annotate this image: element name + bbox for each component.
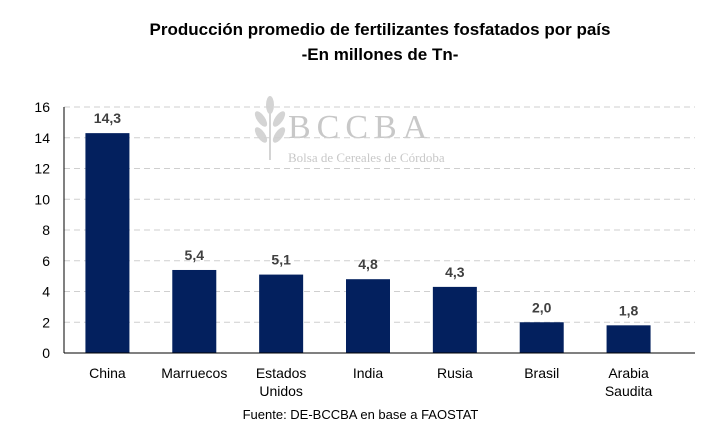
watermark-text: Bolsa de Cereales de Córdoba xyxy=(288,150,445,165)
watermark-logo: BCCBA xyxy=(288,109,434,146)
y-tick-label: 14 xyxy=(34,130,50,146)
data-label: 2,0 xyxy=(532,299,552,315)
bar xyxy=(85,133,130,353)
wheat-icon xyxy=(254,96,286,160)
data-label: 14,3 xyxy=(94,110,121,126)
x-tick-label: Unidos xyxy=(259,383,303,399)
x-tick-label: Marruecos xyxy=(161,365,227,381)
data-label: 5,1 xyxy=(271,252,291,268)
y-tick-label: 6 xyxy=(42,253,50,269)
bar xyxy=(259,274,304,353)
y-tick-label: 0 xyxy=(42,345,50,361)
x-tick-label: Saudita xyxy=(605,383,653,399)
data-label: 4,3 xyxy=(445,264,465,280)
x-tick-label: Estados xyxy=(256,365,307,381)
bar xyxy=(432,286,477,353)
y-tick-label: 2 xyxy=(42,314,50,330)
data-label: 5,4 xyxy=(185,247,205,263)
source-note: Fuente: DE-BCCBA en base a FAOSTAT xyxy=(242,407,479,422)
x-tick-label: India xyxy=(353,365,384,381)
x-tick-label: Arabia xyxy=(608,365,649,381)
data-label: 1,8 xyxy=(619,302,639,318)
y-tick-label: 12 xyxy=(34,161,50,177)
y-tick-label: 16 xyxy=(34,99,50,115)
chart-subtitle: -En millones de Tn- xyxy=(301,45,459,64)
y-tick-label: 10 xyxy=(34,191,50,207)
bar xyxy=(519,322,564,353)
x-tick-label: China xyxy=(89,365,126,381)
y-tick-label: 8 xyxy=(42,222,50,238)
chart-title: Producción promedio de fertilizantes fos… xyxy=(149,20,611,39)
x-tick-label: Brasil xyxy=(524,365,559,381)
bar xyxy=(346,279,390,353)
y-tick-label: 4 xyxy=(42,284,50,300)
bar xyxy=(172,269,217,353)
x-tick-label: Rusia xyxy=(437,365,473,381)
bar xyxy=(606,325,651,353)
data-label: 4,8 xyxy=(358,256,378,272)
